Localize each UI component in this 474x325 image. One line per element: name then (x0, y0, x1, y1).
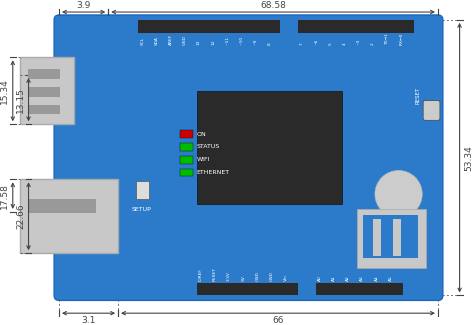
Text: 53.34: 53.34 (464, 145, 473, 171)
Text: SDA: SDA (155, 37, 159, 46)
Bar (27, 199, 96, 213)
Bar (180, 143, 193, 151)
Text: 12: 12 (211, 40, 215, 46)
Text: SETUP: SETUP (132, 207, 152, 212)
Text: 15.34: 15.34 (0, 78, 9, 104)
Text: A2: A2 (346, 275, 350, 281)
Text: Vin: Vin (284, 274, 288, 281)
Text: A5: A5 (389, 275, 392, 281)
Text: A3: A3 (360, 275, 365, 281)
Text: GND: GND (255, 271, 259, 281)
Text: ETHERNET: ETHERNET (197, 170, 230, 175)
Text: 22.66: 22.66 (16, 203, 25, 229)
Bar (27, 87, 60, 97)
Text: RX←0: RX←0 (399, 33, 403, 46)
Bar (180, 156, 193, 163)
Bar (298, 20, 414, 33)
Text: TX→1: TX→1 (385, 33, 389, 46)
Text: 3.9: 3.9 (76, 1, 91, 10)
Text: 7: 7 (300, 43, 304, 46)
Text: 13: 13 (197, 40, 201, 46)
FancyBboxPatch shape (54, 15, 443, 300)
Text: WIFI: WIFI (197, 157, 210, 162)
Text: 5: 5 (328, 43, 332, 46)
Bar (27, 69, 60, 79)
Bar (197, 283, 298, 295)
Text: SCL: SCL (141, 37, 145, 46)
Text: 2: 2 (371, 43, 375, 46)
Text: 4: 4 (343, 43, 346, 46)
Text: 17.58: 17.58 (0, 183, 9, 209)
Circle shape (375, 171, 422, 218)
Text: A0: A0 (318, 275, 322, 281)
Text: A1: A1 (332, 275, 336, 281)
Text: IOREF: IOREF (199, 268, 203, 281)
Bar (138, 20, 281, 33)
Text: ~6: ~6 (314, 39, 319, 46)
Text: 68.58: 68.58 (260, 1, 286, 10)
Text: ~9: ~9 (253, 39, 257, 46)
Bar (373, 219, 381, 256)
Bar (363, 215, 418, 258)
Bar (20, 179, 118, 253)
Text: AREF: AREF (169, 34, 173, 46)
Bar (180, 130, 193, 138)
Text: A4: A4 (374, 275, 379, 281)
Text: ~10: ~10 (239, 36, 243, 46)
Text: RESET: RESET (213, 267, 217, 281)
Text: STATUS: STATUS (197, 144, 220, 150)
Bar (136, 181, 148, 199)
Bar (20, 57, 74, 124)
Text: GND: GND (270, 271, 273, 281)
Bar (27, 105, 60, 114)
Bar (357, 209, 426, 268)
Text: ~11: ~11 (225, 36, 229, 46)
Text: 13.15: 13.15 (16, 87, 25, 112)
Text: 3.1: 3.1 (82, 316, 96, 325)
Bar (197, 91, 343, 204)
Text: 66: 66 (272, 316, 284, 325)
Text: ON: ON (197, 132, 207, 136)
Bar (180, 168, 193, 176)
Text: ~3: ~3 (357, 39, 361, 46)
Text: RESET: RESET (416, 87, 421, 104)
Text: 3.3V: 3.3V (227, 271, 231, 281)
Text: 8: 8 (267, 43, 271, 46)
Text: GND: GND (183, 36, 187, 46)
FancyBboxPatch shape (423, 101, 440, 120)
Bar (316, 283, 402, 295)
Text: 5V: 5V (241, 275, 245, 281)
Bar (392, 219, 401, 256)
